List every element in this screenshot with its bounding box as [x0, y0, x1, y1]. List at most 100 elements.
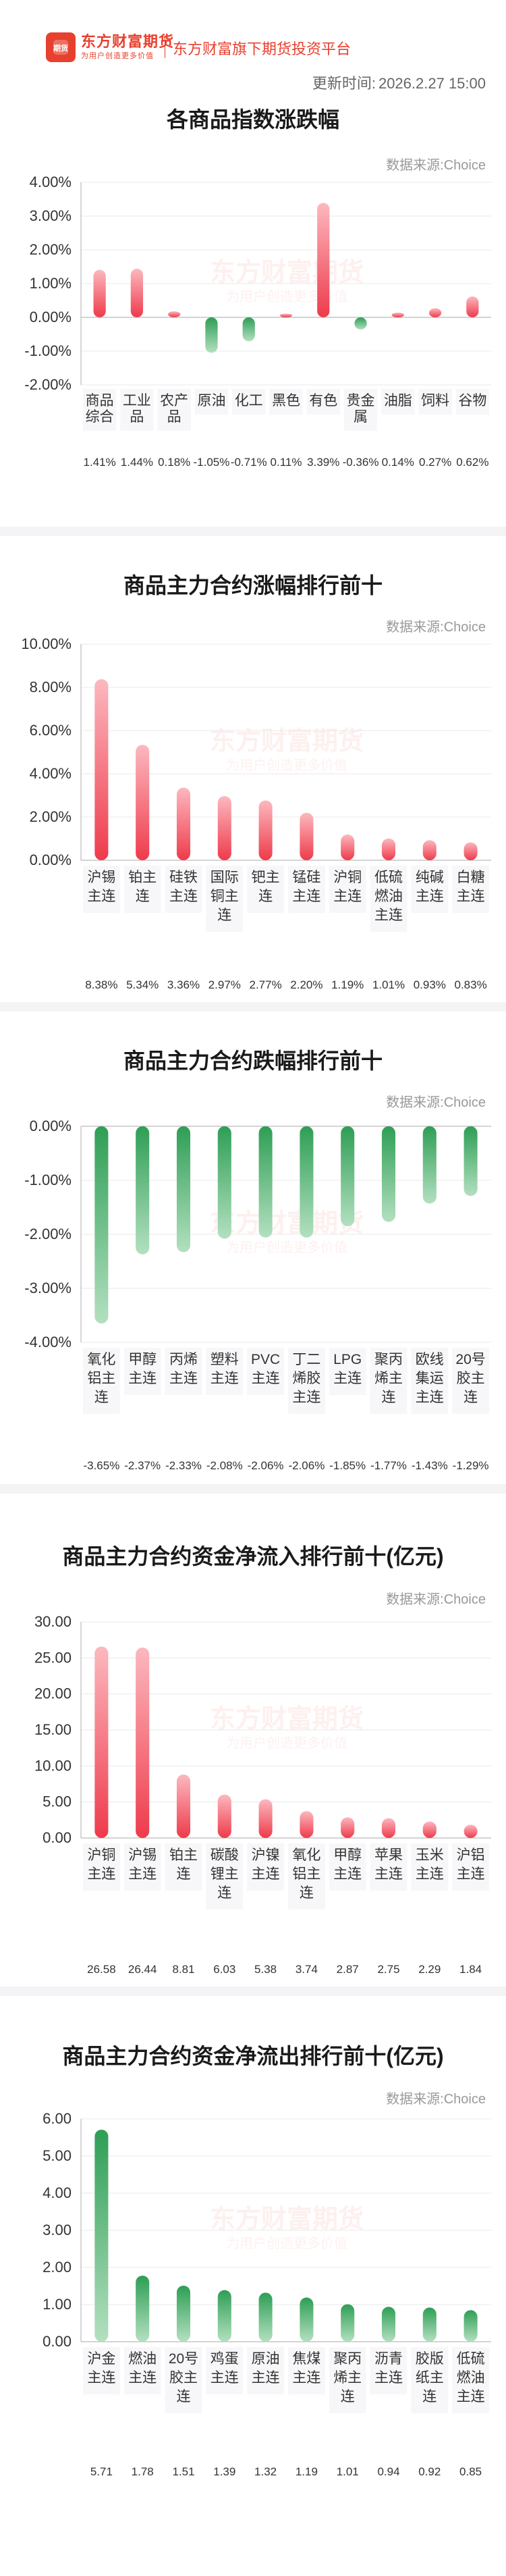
- bar: [176, 1775, 191, 1838]
- category-label: 氧化: [292, 1847, 320, 1863]
- data-label: -1.05%: [194, 456, 230, 469]
- brand-slogan: 为用户创造更多价值: [81, 52, 154, 60]
- y-tick-label: 0.00: [43, 1829, 72, 1846]
- bar: [205, 317, 218, 353]
- bar: [422, 1821, 437, 1838]
- category-label: 主连: [333, 1866, 362, 1882]
- data-source: 数据来源:Choice: [386, 2092, 486, 2107]
- bar: [463, 842, 478, 860]
- y-tick-label: 6.00: [43, 2112, 72, 2127]
- platform-tagline: 东方财富旗下期货投资平台: [173, 41, 352, 57]
- category-label: 主连: [210, 2370, 239, 2386]
- category-label: 沪铜: [87, 1847, 115, 1863]
- y-tick-label: -4.00%: [24, 1334, 72, 1350]
- category-cell: [370, 1843, 407, 1891]
- bar: [300, 1126, 314, 1238]
- category-label: 甲醇: [128, 1352, 157, 1367]
- category-label: 锰硅: [292, 870, 320, 885]
- data-label: 0.85: [459, 2465, 482, 2478]
- y-tick-label: 4.00%: [30, 176, 72, 190]
- watermark-brand: 东方财富期货: [210, 1704, 364, 1733]
- category-label: 化工: [235, 393, 263, 409]
- category-label: 原油: [197, 393, 225, 409]
- category-label: 沪镍: [252, 1847, 280, 1863]
- category-label: 沪铜: [333, 870, 362, 885]
- category-label: 甲醇: [333, 1847, 362, 1863]
- category-cell: [206, 1843, 244, 1910]
- data-label: -2.33%: [165, 1459, 202, 1472]
- y-tick-label: 5.00: [43, 1793, 72, 1810]
- category-label: 硅铁: [169, 870, 198, 885]
- chart-title: 商品主力合约资金净流入排行前十(亿元): [62, 1544, 444, 1569]
- data-label: -2.37%: [124, 1459, 161, 1472]
- watermark-slogan: 为用户创造更多价值: [226, 1735, 347, 1751]
- y-tick-label: -2.00%: [24, 1226, 72, 1242]
- brand-logo-mark: 期货: [53, 43, 68, 53]
- bar: [463, 1126, 478, 1197]
- category-label: 胶版: [416, 2351, 444, 2367]
- category-label: 有色: [309, 393, 337, 409]
- category-cell: [157, 389, 191, 431]
- data-label: 1.01%: [372, 978, 405, 991]
- category-label: 主连: [210, 1371, 239, 1386]
- category-cell: [288, 1348, 325, 1414]
- data-label: -0.36%: [343, 456, 379, 469]
- category-label: 主连: [292, 2370, 320, 2386]
- y-tick-label: 3.00: [43, 2222, 72, 2238]
- category-label: 塑料: [210, 1352, 239, 1367]
- category-cell: [452, 2347, 489, 2413]
- y-tick-label: -1.00%: [24, 1172, 72, 1188]
- category-cell: [165, 866, 202, 913]
- category-cell: [452, 1843, 489, 1891]
- category-label: 主连: [457, 1866, 485, 1882]
- category-label: 连: [177, 1866, 191, 1882]
- data-label: 2.75: [377, 1963, 399, 1976]
- category-label: 燃油: [457, 2370, 485, 2386]
- category-cell: [381, 389, 415, 415]
- bar: [94, 1126, 109, 1323]
- bar: [341, 2304, 355, 2342]
- category-label: 集运: [416, 1371, 444, 1386]
- category-label: PVC: [251, 1352, 280, 1367]
- bar: [176, 787, 191, 860]
- bar: [136, 1647, 150, 1838]
- category-label: 连: [300, 1885, 314, 1901]
- data-label: 1.84: [459, 1963, 482, 1976]
- category-cell: [83, 389, 117, 431]
- data-label: 2.20%: [290, 978, 322, 991]
- category-label: 苹果: [374, 1847, 403, 1863]
- category-label: 低硫: [374, 870, 403, 885]
- category-cell: [165, 1348, 202, 1395]
- category-label: 品: [130, 409, 144, 425]
- bar: [217, 1126, 231, 1239]
- chart-title: 各商品指数涨跌幅: [166, 107, 339, 132]
- bar: [428, 308, 442, 317]
- category-label: 主连: [457, 889, 485, 904]
- data-label: -1.29%: [453, 1459, 489, 1472]
- category-cell: [123, 1843, 161, 1891]
- brand-name: 东方财富期货: [81, 33, 175, 50]
- section-separator: [0, 1484, 506, 1494]
- bar: [94, 2129, 109, 2342]
- category-label: 连: [258, 889, 273, 904]
- data-label: -0.71%: [231, 456, 267, 469]
- y-tick-label: 0.00%: [30, 851, 72, 868]
- y-tick-label: 1.00%: [30, 275, 72, 292]
- data-label: 2.29: [418, 1963, 441, 1976]
- category-label: 铝主: [292, 1866, 320, 1882]
- data-label: 0.94: [377, 2465, 399, 2478]
- category-cell: [329, 1843, 366, 1891]
- bar: [217, 795, 231, 860]
- y-tick-label: 0.00: [43, 2333, 72, 2350]
- category-label: 主连: [333, 889, 362, 904]
- bar: [258, 1126, 273, 1238]
- data-label: 6.03: [213, 1963, 235, 1976]
- category-label: LPG: [333, 1352, 362, 1367]
- category-cell: [288, 1843, 325, 1910]
- category-label: 烯胶: [292, 1371, 320, 1386]
- category-cell: [269, 389, 303, 415]
- category-label: 主连: [128, 1371, 157, 1386]
- data-label: 26.58: [87, 1963, 116, 1976]
- bar: [463, 2310, 478, 2342]
- bar: [341, 1126, 355, 1226]
